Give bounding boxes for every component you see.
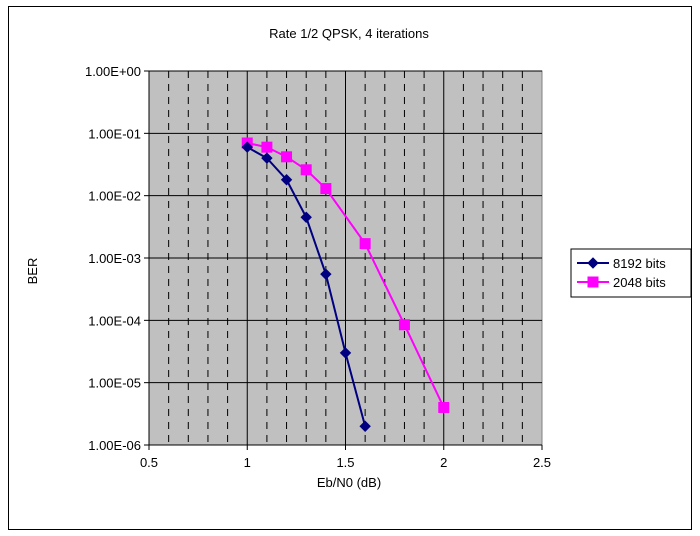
data-point-8192-bits — [280, 174, 293, 186]
legend-label-2048-bits: 2048 bits — [613, 275, 666, 290]
data-point-2048-bits — [359, 238, 371, 250]
y-tick-label: 1.00E-01 — [88, 126, 141, 141]
data-point-8192-bits — [320, 268, 332, 280]
data-point-2048-bits — [261, 141, 273, 153]
data-point-8192-bits — [359, 420, 371, 432]
y-tick-label: 1.00E-05 — [88, 376, 141, 391]
y-tick-label: 1.00E+00 — [85, 64, 141, 79]
data-point-2048-bits — [398, 319, 410, 331]
chart-title: Rate 1/2 QPSK, 4 iterations — [269, 26, 429, 41]
chart-frame: Rate 1/2 QPSK, 4 iterations Eb/N0 (dB) B… — [8, 6, 692, 530]
x-tick-label: 0.5 — [140, 455, 158, 470]
data-point-8192-bits — [261, 152, 273, 164]
chart-svg: Rate 1/2 QPSK, 4 iterations Eb/N0 (dB) B… — [25, 26, 692, 490]
data-point-8192-bits — [300, 211, 312, 223]
y-tick-label: 1.00E-03 — [88, 251, 141, 266]
x-tick-label: 2.5 — [533, 455, 551, 470]
legend-marker-2048-bits — [587, 276, 599, 288]
data-point-2048-bits — [438, 401, 450, 413]
data-point-8192-bits — [339, 347, 352, 359]
x-axis-label: Eb/N0 (dB) — [317, 475, 381, 490]
legend-box — [570, 248, 692, 298]
legend-label-8192-bits: 8192 bits — [613, 256, 666, 271]
legend: 8192 bits 2048 bits — [570, 248, 692, 298]
plot-area: 1.00E-06 1.00E-05 1.00E-04 1.00E-03 1.00E-02… — [85, 64, 551, 470]
data-point-2048-bits — [320, 183, 332, 195]
legend-marker-8192-bits — [587, 257, 599, 269]
data-point-8192-bits — [241, 141, 253, 153]
y-tick-label: 1.00E-04 — [88, 313, 141, 328]
y-tick-label: 1.00E-02 — [88, 189, 141, 204]
y-tick-label: 1.00E-06 — [88, 438, 141, 453]
x-tick-label: 2 — [440, 455, 447, 470]
y-axis-label: BER — [25, 258, 40, 285]
data-point-2048-bits — [281, 151, 293, 163]
x-tick-label: 1.5 — [336, 455, 354, 470]
data-point-2048-bits — [300, 164, 312, 176]
x-tick-label: 1 — [244, 455, 251, 470]
